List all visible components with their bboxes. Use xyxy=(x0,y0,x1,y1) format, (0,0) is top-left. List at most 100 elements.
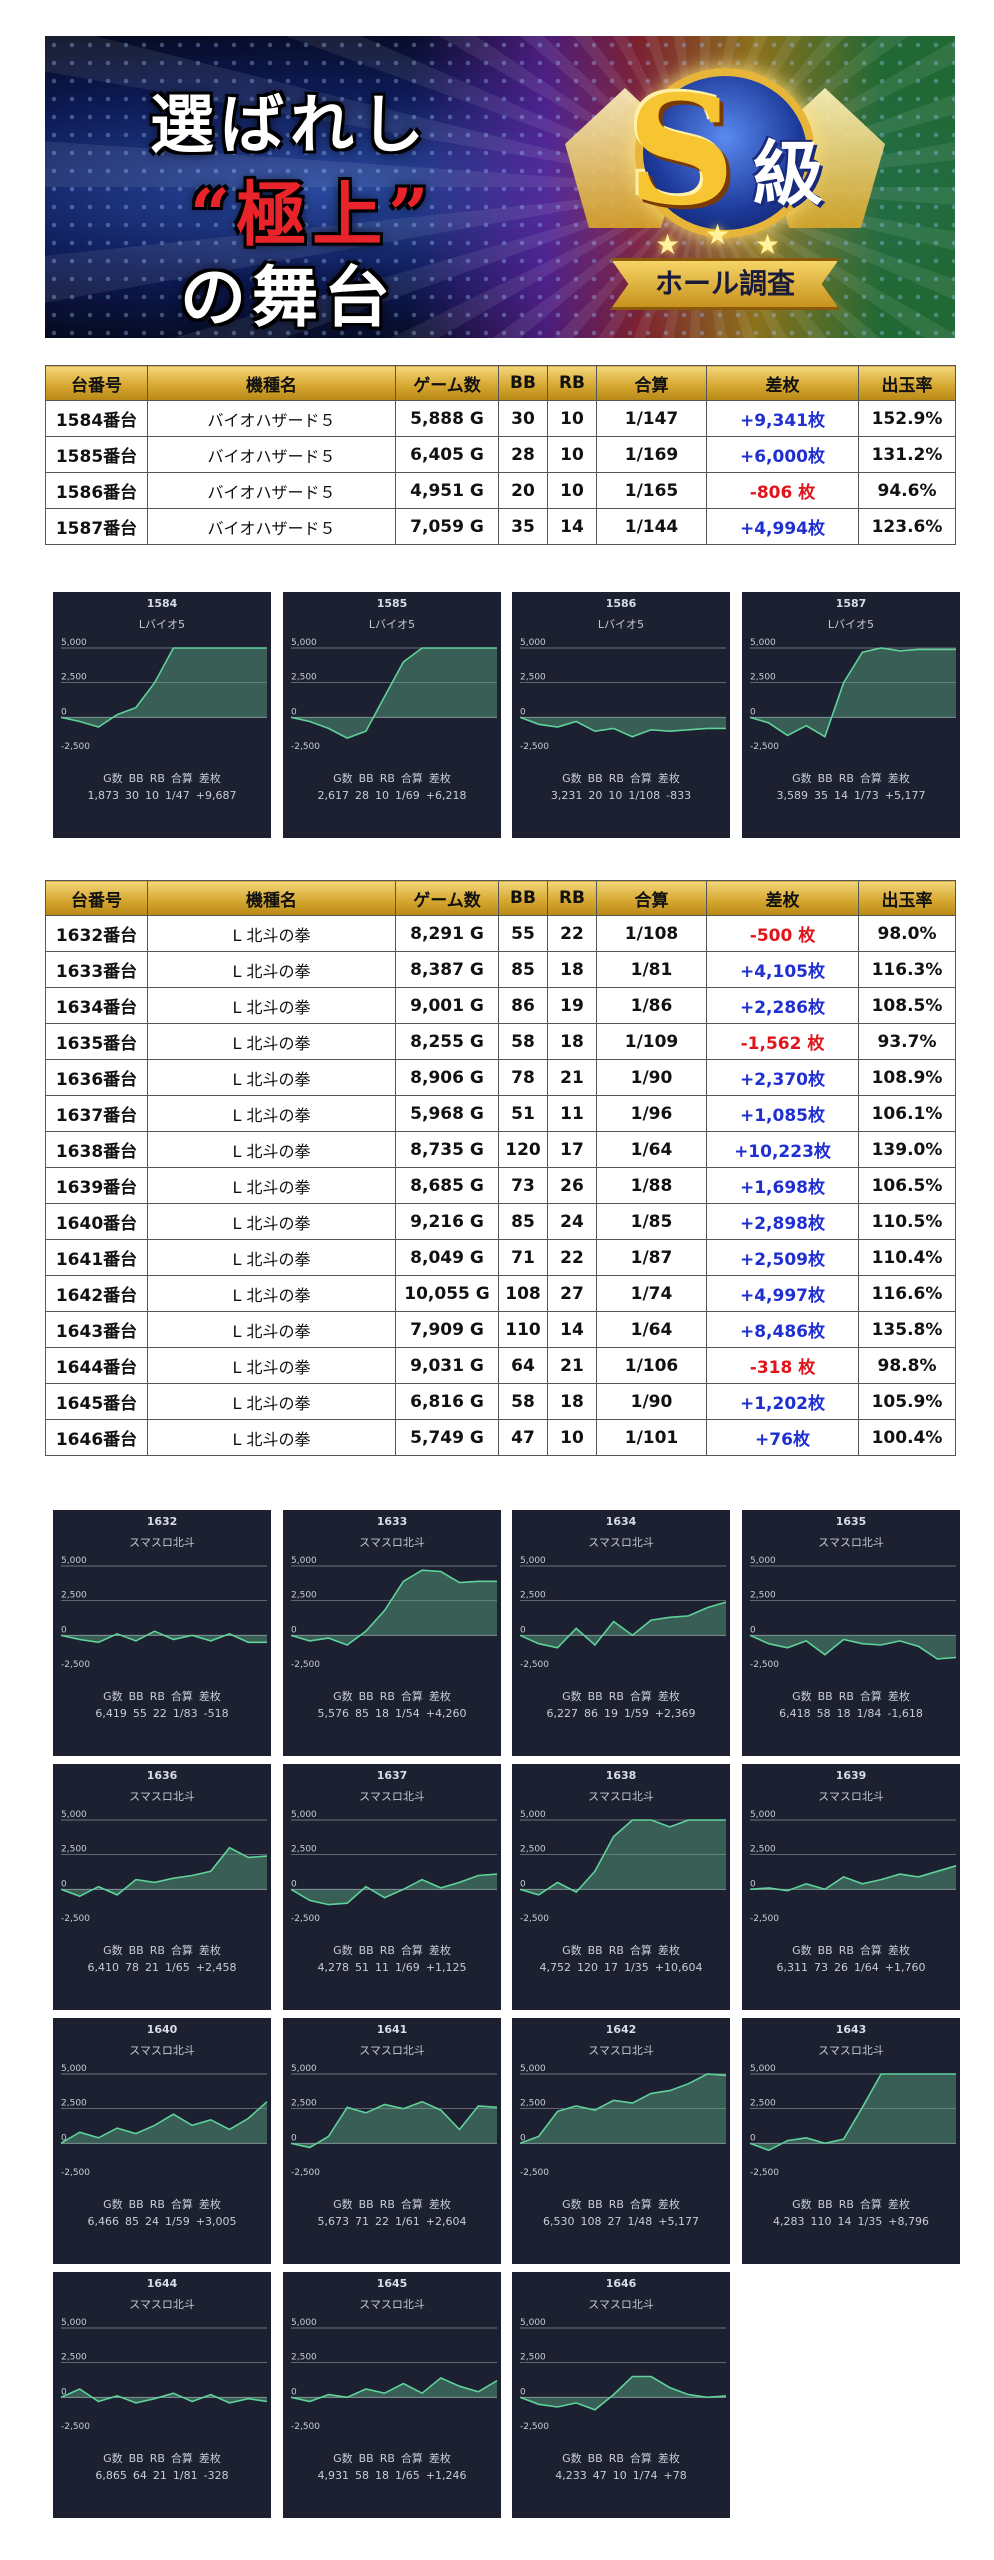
stats-labels: G数 BB RB 合算 差枚 xyxy=(512,2450,730,2467)
cell-rb: 19 xyxy=(547,987,597,1024)
y-tick-label: -2,500 xyxy=(291,2422,320,2432)
stats-values: 4,931 58 18 1/65 +1,246 xyxy=(283,2467,501,2484)
y-tick-label: -2,500 xyxy=(291,1914,320,1924)
chart-stats: G数 BB RB 合算 差枚 4,931 58 18 1/65 +1,246 xyxy=(283,2450,501,2484)
mini-chart-1640: 1640 スマスロ北斗 5,000 2,500 0 -2,500 G数 BB RB 合算 差枚 6,4… xyxy=(53,2018,271,2264)
y-tick-label: 2,500 xyxy=(520,2353,546,2363)
series-area xyxy=(750,1865,956,1891)
y-tick-label: 2,500 xyxy=(750,1591,776,1601)
cell-diff: -806 枚 xyxy=(706,472,859,509)
stat-label: 差枚 xyxy=(887,772,910,785)
mini-chart-1637: 1637 スマスロ北斗 5,000 2,500 0 -2,500 G数 BB RB 合算 差枚 4,2… xyxy=(283,1764,501,2010)
chart-model-name: スマスロ北斗 xyxy=(818,1790,884,1803)
cell-games: 8,387 G xyxy=(395,951,499,988)
cell-rb: 17 xyxy=(547,1131,597,1168)
chart-stats: G数 BB RB 合算 差枚 6,419 55 22 1/83 -518 xyxy=(53,1688,271,1722)
chart-machine-number: 1645 xyxy=(376,2277,408,2290)
stat-value: +4,260 xyxy=(425,1707,467,1720)
cell-machine-no: 1646番台 xyxy=(45,1419,148,1456)
results-table-bio: 台番号 機種名 ゲーム数 BB RB 合算 差枚 出玉率 1584番台 バイオハザード５ 5,88… xyxy=(45,365,956,545)
stat-value: +8,796 xyxy=(888,2215,929,2228)
chart-machine-number: 1585 xyxy=(376,597,408,610)
table-row: 1585番台 バイオハザード５ 6,405 G 28 10 1/169 +6,000枚 131… xyxy=(45,436,956,473)
series-line xyxy=(290,647,497,739)
stat-label: BB xyxy=(128,772,144,785)
y-tick-label: -2,500 xyxy=(61,1914,90,1924)
y-tick-label: -2,500 xyxy=(291,742,320,752)
stats-values: 6,530 108 27 1/48 +5,177 xyxy=(512,2213,730,2230)
chart-model-name: スマスロ北斗 xyxy=(588,1790,654,1803)
stat-value: +2,458 xyxy=(195,1961,237,1974)
stat-label: RB xyxy=(608,1690,624,1703)
stat-value: 1/108 xyxy=(628,789,661,802)
y-tick-label: -2,500 xyxy=(750,1914,779,1924)
stat-value: 22 xyxy=(152,1707,167,1720)
series-line xyxy=(749,1634,957,1660)
stat-value: 47 xyxy=(592,2469,607,2482)
stat-value: 30 xyxy=(125,789,140,802)
cell-rate: 93.7% xyxy=(858,1023,956,1060)
stat-label: G数 xyxy=(103,1690,123,1703)
cell-rb: 10 xyxy=(547,436,597,473)
chart-plot: 5,000 2,500 0 -2,500 xyxy=(519,1810,726,1924)
stat-label: G数 xyxy=(333,2452,353,2465)
y-tick-label: 2,500 xyxy=(291,2099,317,2109)
chart-plot: 5,000 2,500 0 -2,500 xyxy=(290,2064,498,2178)
cell-diff: +1,085枚 xyxy=(706,1095,859,1132)
table-row: 1640番台 L 北斗の拳 9,216 G 85 24 1/85 +2,898枚 110.5% xyxy=(45,1203,956,1240)
cell-combined: 1/85 xyxy=(596,1203,707,1240)
stats-values: 5,576 85 18 1/54 +4,260 xyxy=(283,1705,501,1722)
y-tick-label: 0 xyxy=(750,1625,756,1635)
stat-value: +1,760 xyxy=(884,1961,926,1974)
chart-plot: 5,000 2,500 0 -2,500 xyxy=(290,1810,498,1924)
stat-label: 差枚 xyxy=(657,1690,680,1703)
y-tick-label: 5,000 xyxy=(750,1810,776,1820)
series-line xyxy=(290,2100,498,2149)
stats-values: 6,227 86 19 1/59 +2,369 xyxy=(512,1705,730,1722)
stat-value: 1/69 xyxy=(395,789,420,802)
stat-label: BB xyxy=(587,2452,603,2465)
stat-value: 1/83 xyxy=(172,1707,198,1720)
series-area xyxy=(750,648,956,737)
stats-labels: G数 BB RB 合算 差枚 xyxy=(283,2196,501,2213)
cell-combined: 1/165 xyxy=(596,472,707,509)
chart-plot: 5,000 2,500 0 -2,500 xyxy=(290,638,497,752)
stat-value: 17 xyxy=(604,1961,619,1974)
stat-label: 差枚 xyxy=(428,2198,451,2211)
chart-model-name: スマスロ北斗 xyxy=(129,1536,195,1549)
cell-rate: 110.5% xyxy=(858,1203,956,1240)
cell-rate: 106.5% xyxy=(858,1167,956,1204)
y-tick-label: 2,500 xyxy=(520,673,546,683)
stat-value: 58 xyxy=(816,1707,831,1720)
stat-value: 1/74 xyxy=(632,2469,658,2482)
stat-label: BB xyxy=(358,772,374,785)
stats-values: 4,283 110 14 1/35 +8,796 xyxy=(742,2213,960,2230)
chart-plot: 5,000 2,500 0 -2,500 xyxy=(60,1556,267,1670)
cell-model: L 北斗の拳 xyxy=(147,1095,396,1132)
chart-plot: 5,000 2,500 0 -2,500 xyxy=(749,2064,956,2178)
stat-label: 合算 xyxy=(170,1690,193,1703)
cell-diff: +2,286枚 xyxy=(706,987,859,1024)
stat-label: 合算 xyxy=(859,2198,882,2211)
stat-label: 合算 xyxy=(629,772,652,785)
series-area xyxy=(291,2101,497,2148)
stats-labels: G数 BB RB 合算 差枚 xyxy=(283,2450,501,2467)
stat-label: RB xyxy=(379,1944,395,1957)
y-tick-label: 2,500 xyxy=(520,1845,546,1855)
series-line xyxy=(749,1865,957,1892)
cell-combined: 1/144 xyxy=(596,508,707,545)
table-row: 1639番台 L 北斗の拳 8,685 G 73 26 1/88 +1,698枚 106.5% xyxy=(45,1167,956,1204)
cell-games: 9,001 G xyxy=(395,987,499,1024)
y-tick-label: 2,500 xyxy=(291,1591,317,1601)
stat-label: 合算 xyxy=(400,2198,423,2211)
y-tick-label: 0 xyxy=(61,2387,67,2397)
stat-label: 差枚 xyxy=(428,772,451,785)
chart-machine-number: 1641 xyxy=(376,2023,408,2036)
cell-machine-no: 1638番台 xyxy=(45,1131,148,1168)
y-tick-label: -2,500 xyxy=(61,2422,90,2432)
table-row: 1644番台 L 北斗の拳 9,031 G 64 21 1/106 -318 枚 98.8% xyxy=(45,1347,956,1384)
y-tick-label: 0 xyxy=(520,707,526,717)
column-header: 台番号 xyxy=(45,880,148,916)
cell-model: L 北斗の拳 xyxy=(147,1419,396,1456)
cell-games: 6,405 G xyxy=(395,436,499,473)
